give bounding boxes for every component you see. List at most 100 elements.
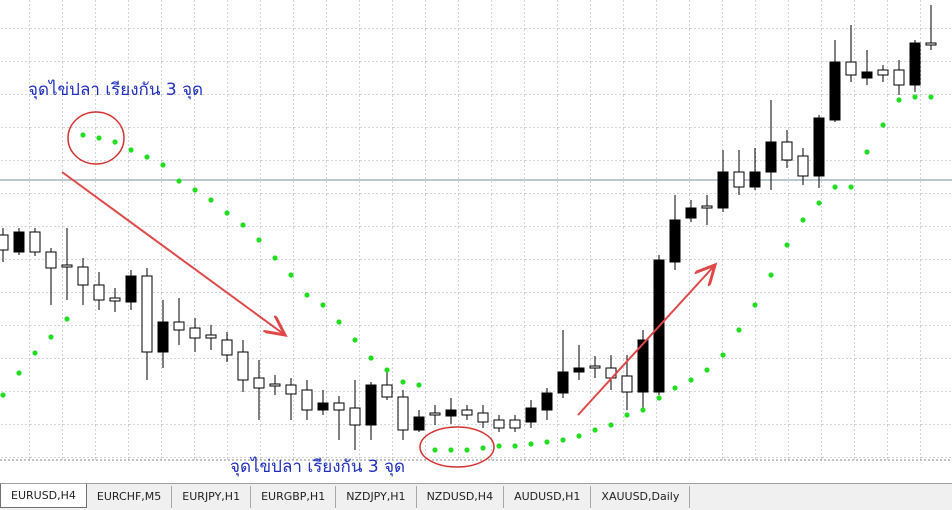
sar-dot xyxy=(576,433,582,439)
sar-dot xyxy=(32,350,38,356)
sar-dot xyxy=(752,302,758,308)
sar-dot xyxy=(560,437,566,443)
trend-arrow xyxy=(577,265,715,416)
candle-body xyxy=(29,231,41,253)
candle-body xyxy=(269,383,281,387)
candle-body xyxy=(157,321,169,353)
candle-body xyxy=(205,334,217,339)
symbol-tab[interactable]: EURGBP,H1 xyxy=(251,486,337,508)
candle-body xyxy=(733,171,745,188)
candle-body xyxy=(765,141,777,173)
symbol-tab[interactable]: XAUUSD,Daily xyxy=(591,486,691,508)
sar-dot xyxy=(192,187,198,193)
candle-body xyxy=(445,409,457,417)
candle-body xyxy=(221,339,233,356)
symbol-tab[interactable]: NZDJPY,H1 xyxy=(336,486,417,508)
sar-dot xyxy=(816,200,822,206)
candle-body xyxy=(525,407,537,423)
candle-body xyxy=(333,402,345,411)
candle-body xyxy=(0,234,9,251)
sar-dot xyxy=(480,445,486,451)
candle-body xyxy=(413,416,425,431)
sar-dot xyxy=(640,407,646,413)
sar-dot xyxy=(544,439,550,445)
candle-body xyxy=(125,275,137,303)
sar-dot xyxy=(304,292,310,298)
annotation: จุดไข่ปลา เรียงกัน 3 จุด xyxy=(28,79,203,100)
candle-body xyxy=(45,251,57,269)
candle-body xyxy=(541,392,553,411)
symbol-tab[interactable]: EURCHF,M5 xyxy=(87,486,173,508)
candle-body xyxy=(637,339,649,393)
tab-bar: EURUSD,H4 EURCHF,M5 EURJPY,H1 EURGBP,H1 NZDJ… xyxy=(0,483,952,510)
candle-body xyxy=(861,71,873,79)
sar-dot xyxy=(224,210,230,216)
candle-body xyxy=(621,375,633,393)
highlight-circle xyxy=(67,111,125,165)
sar-dot xyxy=(736,327,742,333)
candle-body xyxy=(669,219,681,263)
candle-body xyxy=(925,42,937,46)
sar-dot xyxy=(512,443,518,449)
candle-body xyxy=(845,61,857,76)
annotation: จุดไข่ปลา เรียงกัน 3 จุด xyxy=(230,456,405,477)
sar-dot xyxy=(928,94,934,100)
candle-body xyxy=(173,321,185,331)
sar-dot xyxy=(528,441,534,447)
sar-dot xyxy=(0,392,6,398)
candle-body xyxy=(781,141,793,161)
sar-dot xyxy=(112,139,118,145)
sar-dot xyxy=(464,447,470,453)
candle-body xyxy=(285,384,297,395)
sar-dot xyxy=(400,379,406,385)
candle-body xyxy=(909,42,921,86)
sar-dot xyxy=(80,132,86,138)
candle-body xyxy=(93,284,105,301)
sar-dot xyxy=(96,135,102,141)
sar-dot xyxy=(16,370,22,376)
symbol-tab[interactable]: EURJPY,H1 xyxy=(172,486,252,508)
sar-dot xyxy=(128,147,134,153)
sar-dot xyxy=(896,97,902,103)
grid xyxy=(0,0,952,460)
sar-dot xyxy=(448,447,454,453)
candle-body xyxy=(749,171,761,188)
candle-body xyxy=(109,297,121,302)
candle-body xyxy=(253,377,265,389)
sar-dot xyxy=(720,352,726,358)
sar-dot xyxy=(48,334,54,340)
sar-dot xyxy=(496,443,502,449)
candle-body xyxy=(13,231,25,253)
candle-body xyxy=(365,384,377,426)
symbol-tab[interactable]: EURUSD,H4 xyxy=(0,484,87,508)
sar-dot xyxy=(688,377,694,383)
sar-dot xyxy=(336,319,342,325)
candle-body xyxy=(701,205,713,209)
candle-body xyxy=(573,367,585,373)
sar-dot xyxy=(704,367,710,373)
candle-body xyxy=(189,327,201,339)
sar-dot xyxy=(160,162,166,168)
sar-dot xyxy=(432,447,438,453)
candle-body xyxy=(509,419,521,429)
candle-body xyxy=(397,396,409,431)
sar-dot xyxy=(592,427,598,433)
candle-body xyxy=(877,69,889,76)
candle-body xyxy=(589,365,601,369)
candle-body xyxy=(493,419,505,429)
chart: จุดไข่ปลา เรียงกัน 3 จุด จุดไข่ปลา เรียง… xyxy=(0,0,952,477)
candle-body xyxy=(301,389,313,411)
candle-body xyxy=(461,409,473,416)
sar-dot xyxy=(64,316,70,322)
candle-body xyxy=(829,61,841,121)
sar-dot xyxy=(368,355,374,361)
sar-dot xyxy=(608,422,614,428)
candle-body xyxy=(685,207,697,219)
symbol-tab[interactable]: NZDUSD,H4 xyxy=(417,486,505,508)
candle-body xyxy=(429,412,441,416)
sar-dot xyxy=(256,237,262,243)
symbol-tab[interactable]: AUDUSD,H1 xyxy=(504,486,592,508)
sar-dot xyxy=(912,94,918,100)
series-layer xyxy=(0,5,952,453)
